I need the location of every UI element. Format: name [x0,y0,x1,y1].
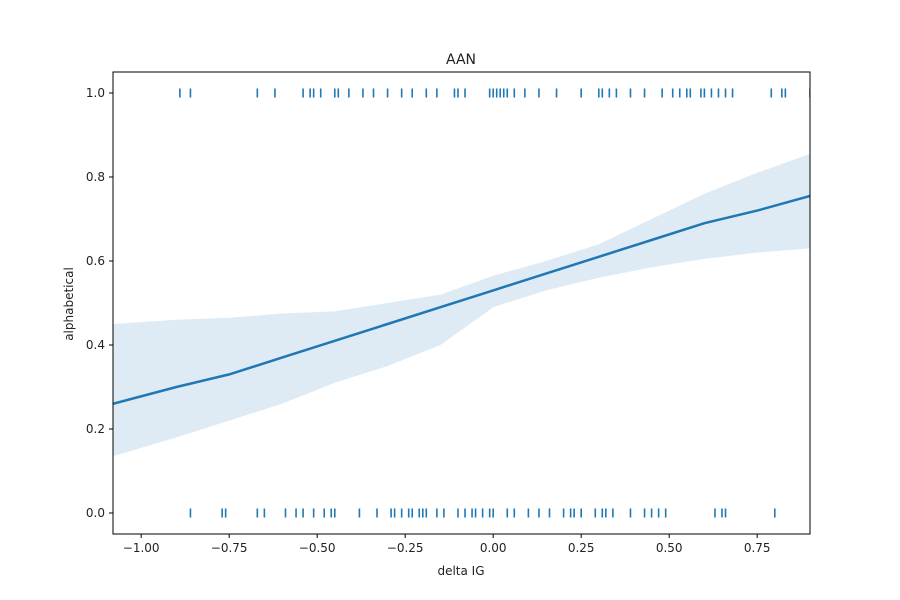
x-tick-label: 0.25 [568,541,595,555]
y-tick-label: 0.0 [86,506,105,520]
confidence-band [113,153,810,457]
y-tick-label: 0.2 [86,422,105,436]
plot-inner [113,88,810,518]
x-tick-label: −1.00 [123,541,160,555]
x-tick-label: 0.50 [656,541,683,555]
regression-line [113,194,810,406]
plot-frame [112,71,811,535]
x-tick-label: 0.75 [744,541,771,555]
y-tick-label: 0.8 [86,170,105,184]
x-tick-label: −0.25 [387,541,424,555]
x-tick-label: −0.75 [211,541,248,555]
x-tick-label: 0.00 [480,541,507,555]
data-point-y0-group [189,508,776,518]
plot-area [112,71,811,535]
y-tick-label: 0.6 [86,254,105,268]
chart-title: AAN [446,52,476,68]
data-point-y1-group [179,88,810,98]
y-axis: 0.0 0.2 0.4 0.6 0.8 1.0 [86,86,113,520]
x-axis: −1.00 −0.75 −0.50 −0.25 0.00 0.25 0.50 0.75 [123,534,771,555]
x-tick-label: −0.50 [299,541,336,555]
y-axis-label: alphabetical [62,267,76,341]
y-tick-label: 1.0 [86,86,105,100]
y-tick-label: 0.4 [86,338,105,352]
x-axis-label: delta IG [437,564,484,578]
